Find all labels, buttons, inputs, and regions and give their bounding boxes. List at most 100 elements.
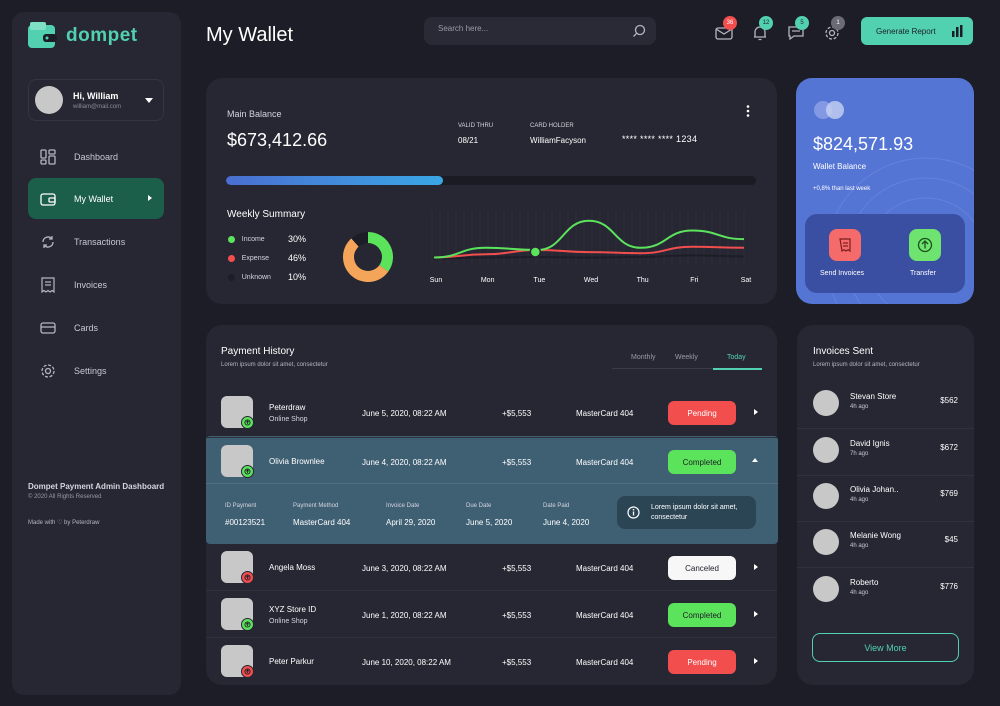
info-note: Lorem ipsum dolor sit amet, consectetur — [617, 496, 756, 529]
chevron-right-icon[interactable] — [754, 564, 758, 570]
transaction-card: MasterCard 404 — [576, 564, 634, 573]
due-date-value: June 5, 2020 — [466, 518, 513, 527]
tab-weekly[interactable]: Weekly — [675, 354, 698, 361]
transaction-category: Online Shop — [269, 618, 308, 625]
transaction-avatar — [221, 445, 254, 478]
avatar — [813, 576, 839, 602]
wallet-balance-value: $824,571.93 — [813, 134, 914, 154]
row-divider — [206, 590, 777, 591]
footer-made-by: Made with ♡ by Peterdraw — [28, 520, 100, 526]
settings-badge: 1 — [831, 16, 845, 30]
tab-monthly[interactable]: Monthly — [631, 354, 656, 361]
balance-progress-bar — [226, 176, 756, 185]
status-badge[interactable]: Pending — [668, 401, 736, 425]
view-more-button[interactable]: View More — [812, 633, 959, 662]
chat-button[interactable]: 5 — [787, 16, 809, 47]
invoice-divider — [797, 521, 974, 522]
invoice-item[interactable]: Melanie Wong 4h ago $45 — [797, 521, 974, 567]
invoice-recipient: David Ignis — [850, 439, 890, 448]
transaction-category: Online Shop — [269, 416, 308, 423]
more-options-button[interactable] — [744, 104, 752, 123]
date-paid-label: Date Paid — [543, 503, 570, 509]
transaction-avatar — [221, 645, 254, 678]
invoice-item[interactable]: Stevan Store 4h ago $562 — [797, 382, 974, 428]
transfer-button[interactable] — [909, 229, 941, 261]
invoice-recipient: Roberto — [850, 578, 879, 587]
invoice-time: 4h ago — [850, 497, 869, 503]
invoice-recipient: Olivia Johan.. — [850, 485, 899, 494]
status-badge[interactable]: Canceled — [668, 556, 736, 580]
progress-fill — [226, 176, 444, 185]
sidebar-item-label: Invoices — [74, 279, 108, 290]
settings-button[interactable]: 1 — [823, 16, 845, 47]
search-input[interactable] — [438, 24, 628, 33]
sidebar-item-cards[interactable]: Cards — [28, 307, 164, 348]
transaction-date: June 5, 2020, 08:22 AM — [362, 409, 447, 418]
chevron-right-icon[interactable] — [754, 409, 758, 415]
invoice-divider — [797, 428, 974, 429]
date-paid-value: June 4, 2020 — [543, 518, 590, 527]
sidebar-item-dashboard[interactable]: Dashboard — [28, 136, 164, 177]
tab-today[interactable]: Today — [727, 354, 746, 361]
generate-report-button[interactable]: Generate Report — [861, 17, 973, 45]
transaction-avatar — [221, 598, 254, 631]
invoices-sent-title: Invoices Sent — [813, 346, 874, 357]
generate-report-label: Generate Report — [876, 26, 936, 36]
avatar — [813, 529, 839, 555]
due-date-label: Due Date — [466, 503, 492, 509]
id-payment-label: ID Payment — [225, 503, 257, 509]
caret-down-icon — [145, 98, 153, 103]
status-badge[interactable]: Pending — [668, 650, 736, 674]
chevron-right-icon[interactable] — [754, 611, 758, 617]
series-line-2 — [433, 254, 745, 260]
weekly-summary-title: Weekly Summary — [227, 209, 306, 220]
transaction-amount: +$5,553 — [502, 409, 532, 418]
chevron-right-icon — [148, 195, 152, 201]
payment-method-value: MasterCard 404 — [293, 518, 351, 527]
invoice-icon — [41, 276, 55, 293]
payment-history-subtitle: Lorem ipsum dolor sit amet, consectetur — [221, 362, 328, 368]
transaction-date: June 4, 2020, 08:22 AM — [362, 458, 447, 467]
notifications-button[interactable]: 12 — [751, 16, 773, 47]
sidebar-item-settings[interactable]: Settings — [28, 350, 164, 391]
logo[interactable]: dompet — [28, 22, 138, 50]
wallet-logo-icon — [28, 22, 58, 50]
sidebar-item-invoices[interactable]: Invoices — [28, 264, 164, 305]
card-holder-value: WilliamFacyson — [530, 136, 587, 145]
sidebar-item-transactions[interactable]: Transactions — [28, 221, 164, 262]
main-balance-label: Main Balance — [227, 109, 282, 119]
invoice-time: 4h ago — [850, 404, 869, 410]
status-badge[interactable]: Completed — [668, 603, 736, 627]
card-icon — [40, 321, 56, 334]
tab-underline — [713, 368, 762, 370]
invoice-item[interactable]: Olivia Johan.. 4h ago $769 — [797, 475, 974, 521]
mail-button[interactable]: 36 — [715, 16, 737, 47]
sidebar-item-label: Settings — [74, 365, 107, 376]
invoices-sent-subtitle: Lorem ipsum dolor sit amet, consectetur — [813, 362, 920, 368]
bar-chart-icon — [952, 25, 963, 37]
send-invoices-button[interactable] — [829, 229, 861, 261]
transaction-avatar — [221, 396, 254, 429]
profile-dropdown[interactable]: Hi, William william@mail.com — [28, 79, 164, 121]
highlight-point[interactable] — [529, 246, 542, 258]
invoice-item[interactable]: David Ignis 7h ago $672 — [797, 429, 974, 475]
transaction-amount: +$5,553 — [502, 658, 532, 667]
chevron-right-icon[interactable] — [754, 658, 758, 664]
sidebar-item-my-wallet[interactable]: My Wallet — [28, 178, 164, 219]
card-holder-label: CARD HOLDER — [530, 123, 574, 129]
transaction-name: Angela Moss — [269, 563, 316, 572]
sidebar-item-label: Transactions — [74, 236, 126, 247]
invoice-item[interactable]: Roberto 4h ago $776 — [797, 568, 974, 614]
transaction-card: MasterCard 404 — [576, 611, 634, 620]
chevron-up-icon[interactable] — [752, 458, 758, 462]
invoice-amount: $776 — [940, 582, 958, 591]
arrow-in-icon — [241, 465, 254, 478]
search-bar — [424, 17, 656, 45]
search-icon[interactable] — [632, 24, 646, 38]
transaction-date: June 10, 2020, 08:22 AM — [362, 658, 451, 667]
sidebar-item-label: Cards — [74, 322, 99, 333]
legend-dot-expense — [228, 254, 235, 262]
expanded-divider — [206, 483, 778, 484]
invoice-divider — [797, 567, 974, 568]
status-badge[interactable]: Completed — [668, 450, 736, 474]
